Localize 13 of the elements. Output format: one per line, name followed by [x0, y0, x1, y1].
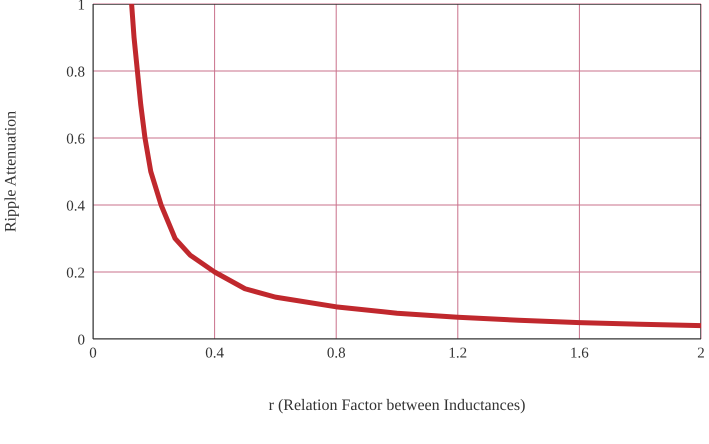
x-tick-label: 2 — [697, 346, 705, 362]
x-tick-label: 0.8 — [326, 346, 346, 362]
x-tick-label: 1.2 — [448, 346, 468, 362]
x-tick-label: 0.4 — [205, 346, 224, 362]
x-axis-title: r (Relation Factor between Inductances) — [268, 397, 526, 414]
y-tick-label: 0.4 — [66, 198, 86, 214]
y-tick-label: 0.8 — [66, 64, 85, 80]
y-axis-title: Ripple Attenuation — [2, 110, 20, 232]
x-tick-label: 0 — [89, 346, 97, 362]
y-tick-label: 0.2 — [66, 265, 85, 282]
y-tick-label: 0.6 — [66, 131, 86, 148]
x-tick-label: 1.6 — [570, 346, 590, 362]
y-tick-label: 0 — [78, 332, 85, 348]
